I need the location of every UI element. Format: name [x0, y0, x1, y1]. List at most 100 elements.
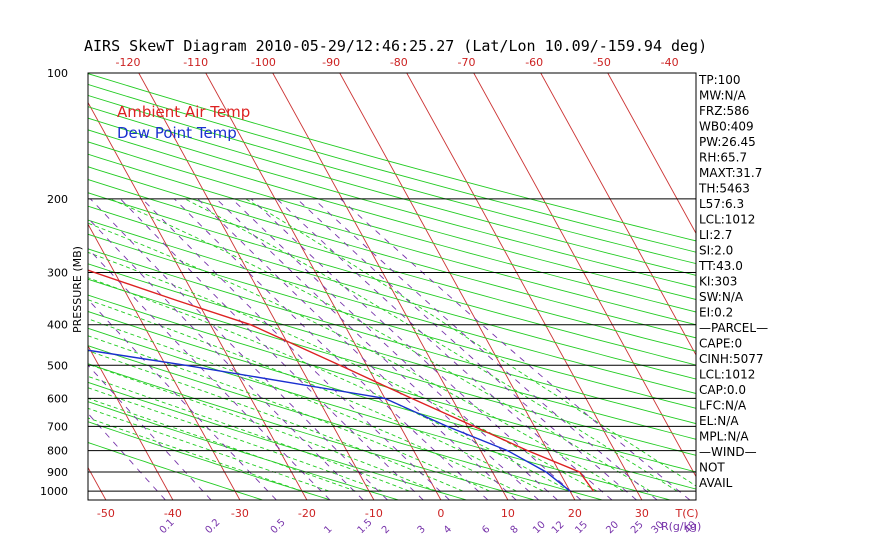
mixing-ratio-line	[88, 217, 364, 500]
grid-layer	[88, 73, 696, 500]
pressure-tick-label: 200	[47, 193, 68, 206]
top-temp-tick-label: -90	[322, 56, 340, 69]
index-label: EI:0.2	[699, 306, 733, 320]
dry-adiabat-line	[88, 248, 696, 425]
top-temp-tick-label: -40	[661, 56, 679, 69]
moist-adiabat-line	[88, 407, 329, 492]
moist-adiabat-line	[88, 299, 544, 492]
index-label: WB0:409	[699, 120, 754, 134]
dry-adiabat-line	[88, 179, 696, 352]
index-label: MW:N/A	[699, 89, 747, 103]
index-label: NOT	[699, 461, 725, 475]
mixing-ratio-line	[173, 198, 489, 500]
mixing-ratio-tick-label: 8	[509, 524, 521, 536]
mixing-ratio-line	[313, 198, 658, 500]
index-label: L57:6.3	[699, 197, 744, 211]
dew-point-temp-line	[88, 349, 571, 492]
top-temp-tick-label: -120	[116, 56, 141, 69]
dry-adiabat-line	[88, 363, 535, 500]
dry-adiabat-line	[88, 327, 671, 500]
mixing-ratio-tick-label: 12	[550, 519, 567, 536]
moist-adiabat-line	[245, 198, 696, 487]
dry-adiabat-line	[88, 381, 467, 500]
index-label: SI:2.0	[699, 244, 733, 258]
mixing-ratio-tick-label: 4	[442, 524, 454, 536]
dry-adiabat-line	[88, 345, 603, 500]
mixing-ratio-tick-label: 10	[531, 519, 548, 536]
index-label: AVAIL	[699, 476, 733, 490]
index-label: TP:100	[698, 73, 741, 87]
mixing-ratio-tick-label: 3	[416, 524, 428, 536]
pressure-tick-label: 600	[47, 392, 68, 405]
index-label: CAPE:0	[699, 337, 742, 351]
index-label: TH:5463	[698, 182, 750, 196]
mixing-ratio-line	[120, 198, 424, 500]
mixing-ratio-line	[88, 412, 166, 500]
top-temp-tick-label: -110	[183, 56, 208, 69]
dry-adiabat-line	[88, 94, 696, 265]
dry-adiabat-line	[88, 192, 696, 366]
isotherm-line	[607, 73, 696, 235]
dry-adiabat-line	[88, 233, 696, 409]
isotherm-line	[88, 101, 308, 500]
index-label: SW:N/A	[699, 290, 744, 304]
top-temp-tick-label: -80	[390, 56, 408, 69]
isotherm-line	[88, 466, 107, 500]
mixing-ratio-line	[141, 198, 450, 500]
index-label: LFC:N/A	[699, 399, 747, 413]
pressure-tick-label: 700	[47, 420, 68, 433]
dry-adiabat-line	[88, 442, 263, 500]
index-label: PW:26.45	[699, 135, 756, 149]
temp-tick-label: -20	[298, 507, 316, 520]
temp-tick-label: -40	[164, 507, 182, 520]
index-label: RH:65.7	[699, 151, 747, 165]
pressure-tick-label: 800	[47, 445, 68, 458]
top-temp-tick-label: -70	[458, 56, 476, 69]
isotherm-line	[88, 223, 241, 500]
dry-adiabat-line	[88, 166, 696, 339]
top-temp-tick-label: -100	[251, 56, 276, 69]
mixing-ratio-line	[250, 198, 582, 500]
mixing-ratio-line	[90, 198, 388, 500]
legend-dew-point-temp: Dew Point Temp	[117, 124, 237, 142]
index-label: MPL:N/A	[699, 430, 749, 444]
isotherm-line	[272, 73, 509, 500]
index-label: CINH:5077	[699, 352, 764, 366]
dry-adiabat-line	[88, 294, 696, 473]
moist-adiabat-line	[88, 277, 571, 492]
temp-tick-label: 0	[437, 507, 444, 520]
mixing-ratio-tick-label: 0.5	[269, 517, 288, 536]
mixing-ratio-tick-label: 15	[573, 519, 590, 536]
temp-axis-label: T(C)	[675, 507, 699, 520]
index-label: FRZ:586	[699, 104, 749, 118]
top-temp-tick-label: -60	[525, 56, 543, 69]
temp-tick-label: 30	[635, 507, 649, 520]
temp-tick-label: -30	[231, 507, 249, 520]
pressure-tick-label: 300	[47, 267, 68, 280]
pressure-tick-label: 900	[47, 466, 68, 479]
temp-tick-label: 10	[501, 507, 515, 520]
index-label: CAP:0.0	[699, 383, 746, 397]
index-label: MAXT:31.7	[699, 166, 762, 180]
index-label: —WIND—	[699, 445, 757, 459]
series-layer	[88, 269, 595, 492]
pressure-tick-label: 400	[47, 319, 68, 332]
dry-adiabat-line	[88, 421, 331, 500]
top-temp-tick-label: -50	[593, 56, 611, 69]
dry-adiabat-line	[88, 205, 696, 380]
dry-adiabat-line	[88, 219, 696, 394]
index-label: EL:N/A	[699, 414, 739, 428]
index-label: LI:2.7	[699, 228, 732, 242]
index-label: KI:303	[699, 275, 737, 289]
mixing-ratio-line	[88, 298, 277, 500]
index-label: TT:43.0	[698, 259, 743, 273]
dry-adiabat-line	[88, 153, 696, 326]
mixing-ratio-line	[216, 198, 540, 500]
mixing-ratio-tick-label: 25	[629, 519, 646, 536]
legend-ambient-air-temp: Ambient Air Temp	[117, 103, 250, 121]
mixing-ratio-tick-label: 20	[604, 519, 621, 536]
moist-adiabat-line	[88, 417, 303, 492]
mixing-ratio-line	[340, 198, 691, 500]
